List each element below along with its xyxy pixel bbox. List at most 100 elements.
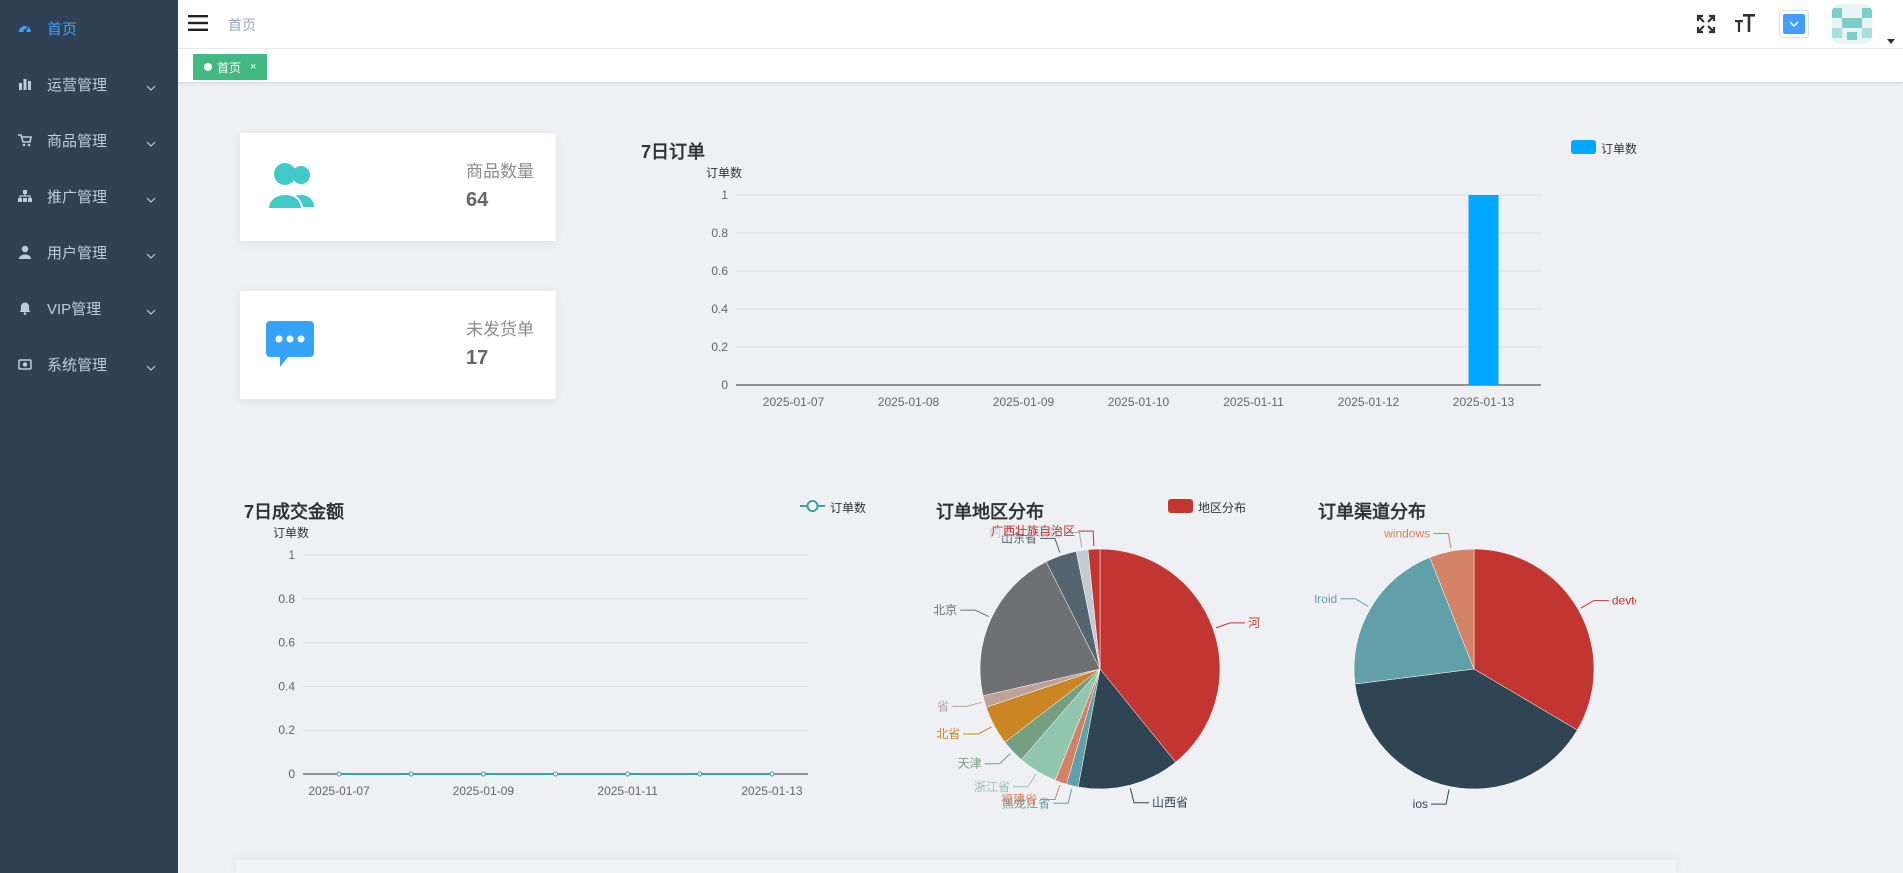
y-tick-label: 0.2 bbox=[711, 340, 728, 354]
y-axis-label: 订单数 bbox=[273, 525, 309, 540]
label-line bbox=[1064, 532, 1083, 548]
tags-view: 首页 × bbox=[178, 49, 1903, 83]
sidebar-item-vip[interactable]: VIP管理 bbox=[0, 280, 178, 336]
product-count-card[interactable]: 商品数量 64 bbox=[240, 133, 556, 241]
label-line bbox=[963, 726, 992, 735]
unshipped-orders-card[interactable]: 未发货单 17 bbox=[240, 291, 556, 399]
y-tick-label: 0 bbox=[721, 378, 728, 392]
pie-slice bbox=[1099, 548, 1221, 763]
message-icon bbox=[266, 319, 316, 369]
slice-label: 河北 bbox=[1248, 616, 1260, 630]
label-line bbox=[1053, 788, 1073, 804]
card-label: 未发货单 bbox=[466, 320, 534, 339]
sidebar-item-home[interactable]: 首页 bbox=[0, 0, 178, 56]
legend-line-icon[interactable] bbox=[800, 499, 825, 513]
sidebar-item-label: VIP管理 bbox=[47, 300, 102, 318]
slice-label: 广西壮族自治区 bbox=[991, 524, 1075, 538]
chevron-down-icon bbox=[1783, 14, 1805, 34]
avatar[interactable] bbox=[1832, 4, 1872, 44]
legend-swatch[interactable] bbox=[1168, 499, 1193, 513]
x-tick-label: 2025-01-10 bbox=[1108, 395, 1170, 409]
gear-icon bbox=[18, 357, 32, 371]
pie-slice bbox=[1353, 557, 1475, 685]
people-icon bbox=[266, 161, 318, 211]
slice-label: devto bbox=[1612, 594, 1636, 608]
slice-label: 北省 bbox=[936, 727, 960, 741]
pie-slice bbox=[979, 561, 1101, 697]
sidebar: 首页 运营管理 商品管理 推广管理 用户管理 VIP管理 bbox=[0, 0, 178, 873]
pie-slice bbox=[1077, 668, 1176, 790]
slice-label: 浙江省 bbox=[974, 780, 1010, 794]
legend-label[interactable]: 地区分布 bbox=[1198, 501, 1247, 515]
x-tick-label: 2025-01-13 bbox=[741, 784, 803, 798]
pie-slice bbox=[1354, 668, 1578, 790]
sidebar-item-system[interactable]: 系统管理 bbox=[0, 336, 178, 392]
x-tick-label: 2025-01-09 bbox=[453, 784, 515, 798]
slice-label: lroid bbox=[1315, 592, 1338, 606]
slice-label: 福建省 bbox=[1001, 791, 1037, 806]
data-point bbox=[480, 771, 486, 777]
fullscreen-icon[interactable] bbox=[1696, 14, 1716, 34]
sitemap-icon bbox=[18, 189, 32, 203]
chevron-down-icon bbox=[146, 246, 156, 263]
label-line bbox=[1129, 788, 1150, 804]
slice-label: ios bbox=[1413, 797, 1428, 811]
x-tick-label: 2025-01-07 bbox=[763, 395, 825, 409]
slice-label: 黑龙江省 bbox=[1002, 796, 1050, 810]
sidebar-item-label: 首页 bbox=[47, 20, 78, 38]
pie-slice bbox=[1429, 548, 1475, 670]
cart-icon bbox=[18, 133, 32, 147]
size-select-button[interactable] bbox=[1779, 10, 1809, 38]
y-tick-label: 1 bbox=[288, 548, 295, 562]
label-line bbox=[1431, 789, 1450, 805]
sidebar-item-users[interactable]: 用户管理 bbox=[0, 224, 178, 280]
y-tick-label: 0.8 bbox=[278, 592, 295, 606]
sidebar-item-label: 运营管理 bbox=[47, 76, 108, 94]
tag-home[interactable]: 首页 × bbox=[193, 54, 268, 80]
y-tick-label: 0 bbox=[288, 767, 295, 781]
data-point bbox=[697, 771, 703, 777]
chevron-down-icon bbox=[146, 302, 156, 319]
next-panel-edge bbox=[236, 860, 1676, 873]
label-line bbox=[1039, 785, 1061, 800]
active-dot-icon bbox=[204, 63, 212, 71]
data-point bbox=[553, 771, 558, 777]
chevron-down-icon bbox=[146, 134, 156, 151]
y-tick-label: 0.2 bbox=[278, 723, 295, 737]
x-tick-label: 2025-01-11 bbox=[597, 784, 658, 798]
slice-label: 山东省 bbox=[1001, 532, 1037, 546]
close-icon[interactable]: × bbox=[250, 61, 257, 73]
slice-label: 天津 bbox=[958, 757, 982, 771]
sidebar-item-label: 推广管理 bbox=[47, 188, 108, 206]
tag-label: 首页 bbox=[217, 60, 242, 75]
sidebar-item-label: 商品管理 bbox=[47, 132, 108, 150]
bar-chart-icon bbox=[18, 77, 32, 91]
x-tick-label: 2025-01-09 bbox=[993, 395, 1055, 409]
sidebar-item-products[interactable]: 商品管理 bbox=[0, 112, 178, 168]
breadcrumb: 首页 bbox=[228, 17, 256, 33]
x-tick-label: 2025-01-12 bbox=[1338, 395, 1400, 409]
slice-label: 内蒙古自治区 bbox=[989, 525, 1061, 540]
x-tick-label: 2025-01-11 bbox=[1223, 395, 1284, 409]
chart-title: 订单渠道分布 bbox=[1318, 502, 1426, 522]
label-line bbox=[1078, 530, 1095, 547]
x-tick-label: 2025-01-07 bbox=[308, 784, 370, 798]
legend-label[interactable]: 订单数 bbox=[1601, 142, 1638, 156]
caret-down-icon[interactable] bbox=[1887, 32, 1895, 44]
legend-swatch[interactable] bbox=[1571, 140, 1596, 154]
data-point bbox=[625, 771, 631, 777]
sidebar-item-operations[interactable]: 运营管理 bbox=[0, 56, 178, 112]
data-point bbox=[408, 771, 414, 777]
legend-label[interactable]: 订单数 bbox=[830, 501, 867, 515]
hamburger-icon[interactable] bbox=[188, 14, 208, 32]
navbar: 首页 bbox=[178, 0, 1903, 49]
chart-title: 7日成交金额 bbox=[244, 502, 345, 522]
chevron-down-icon bbox=[146, 78, 156, 95]
sidebar-item-promotion[interactable]: 推广管理 bbox=[0, 168, 178, 224]
font-size-icon[interactable] bbox=[1734, 12, 1756, 34]
order-bar-chart: 订单数 0 0.2 0.4 0.6 0.8 1 2025-01-07 2025-01-08 202… bbox=[706, 165, 1541, 409]
bell-icon bbox=[18, 301, 32, 315]
label-line bbox=[960, 609, 989, 618]
slice-label: 省 bbox=[937, 699, 949, 713]
chevron-down-icon bbox=[146, 358, 156, 375]
